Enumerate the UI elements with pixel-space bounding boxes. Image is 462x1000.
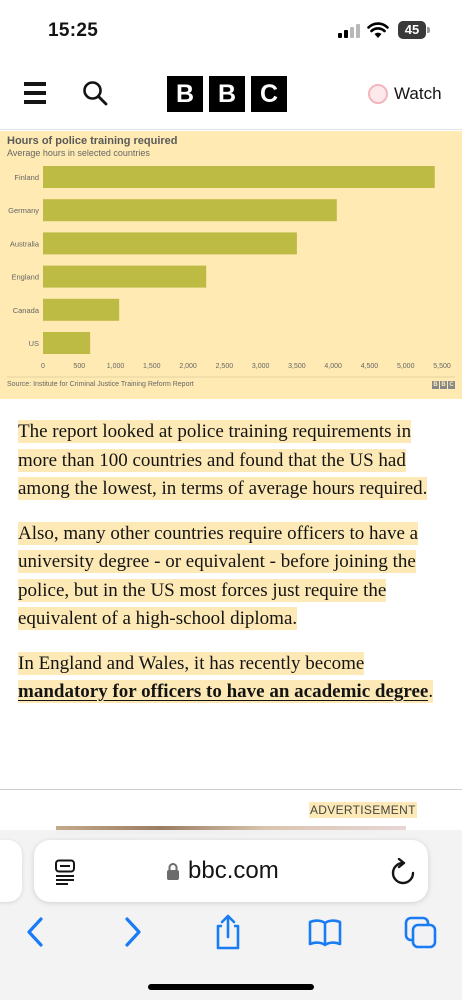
academic-degree-link[interactable]: mandatory for officers to have an academ… bbox=[18, 680, 429, 703]
training-hours-chart: Finland Germany Australia England Canada US 0 5… bbox=[0, 131, 462, 399]
x-tick-label: 1,500 bbox=[143, 363, 161, 370]
cellular-signal-icon bbox=[338, 24, 360, 38]
hamburger-menu-icon[interactable] bbox=[24, 82, 48, 104]
category-label: England bbox=[11, 273, 39, 282]
paragraph-text-prefix: In England and Wales, it has recently be… bbox=[18, 651, 365, 675]
chart-subtitle: Average hours in selected countries bbox=[7, 148, 150, 158]
wifi-icon bbox=[367, 22, 389, 38]
article-paragraph: Also, many other countries require offic… bbox=[18, 520, 448, 634]
chart-canvas: Finland Germany Australia England Canada US 0 5… bbox=[7, 166, 455, 378]
status-time: 15:25 bbox=[48, 20, 99, 41]
live-dot-icon bbox=[368, 84, 388, 104]
section-divider bbox=[0, 789, 462, 790]
bar-australia bbox=[43, 232, 297, 255]
article-body: The report looked at police training req… bbox=[18, 418, 448, 723]
chart-brand-letter: B bbox=[432, 381, 439, 389]
advertisement-label: ADVERTISEMENT bbox=[309, 802, 417, 818]
x-tick-label: 2,000 bbox=[179, 363, 197, 370]
bar-canada bbox=[43, 298, 120, 321]
share-icon[interactable] bbox=[211, 914, 245, 950]
chart-brand-letter: B bbox=[440, 381, 447, 389]
forward-icon[interactable] bbox=[116, 914, 150, 950]
logo-letter: B bbox=[167, 76, 203, 112]
category-label: Australia bbox=[10, 239, 40, 248]
x-tick-label: 4,000 bbox=[324, 363, 342, 370]
chart-brand-letter: C bbox=[448, 381, 455, 389]
battery-level: 45 bbox=[398, 21, 426, 39]
paragraph-text-suffix: . bbox=[428, 680, 434, 703]
logo-letter: C bbox=[251, 76, 287, 112]
x-tick-label: 4,500 bbox=[361, 363, 379, 370]
x-tick-label: 5,000 bbox=[397, 363, 415, 370]
back-icon[interactable] bbox=[18, 914, 52, 950]
chart-source: Source: Institute for Criminal Justice T… bbox=[7, 381, 194, 388]
article-paragraph: The report looked at police training req… bbox=[18, 418, 448, 504]
battery-icon: 45 bbox=[398, 21, 430, 39]
bar-england bbox=[43, 265, 207, 288]
x-tick-label: 3,500 bbox=[288, 363, 306, 370]
logo-letter: B bbox=[209, 76, 245, 112]
tabs-icon[interactable] bbox=[404, 914, 438, 950]
chart-bbc-logo: B B C bbox=[432, 381, 455, 389]
x-tick-label: 500 bbox=[73, 363, 85, 370]
x-tick-label: 3,000 bbox=[252, 363, 270, 370]
paragraph-text: Also, many other countries require offic… bbox=[18, 521, 419, 630]
lock-icon bbox=[167, 863, 179, 880]
bbc-logo[interactable]: B B C bbox=[167, 76, 287, 112]
bar-germany bbox=[43, 199, 337, 222]
watch-button[interactable]: Watch bbox=[368, 82, 442, 106]
address-bar[interactable]: bbc.com bbox=[34, 840, 428, 902]
watch-label: Watch bbox=[394, 84, 442, 103]
x-tick-label: 2,500 bbox=[216, 363, 234, 370]
chart-title: Hours of police training required bbox=[7, 135, 178, 147]
bar-finland bbox=[43, 166, 435, 188]
x-tick-label: 1,000 bbox=[107, 363, 125, 370]
url-text[interactable]: bbc.com bbox=[188, 857, 279, 884]
previous-tab-preview[interactable] bbox=[0, 840, 22, 902]
reload-icon[interactable] bbox=[390, 858, 416, 886]
site-header: B B C Watch bbox=[0, 62, 462, 130]
category-label: Finland bbox=[14, 173, 39, 182]
home-indicator bbox=[148, 984, 314, 990]
article-paragraph: In England and Wales, it has recently be… bbox=[18, 650, 448, 707]
search-icon[interactable] bbox=[82, 80, 108, 106]
x-tick-label: 0 bbox=[41, 363, 45, 370]
reader-mode-icon[interactable] bbox=[54, 859, 76, 885]
x-tick-label: 5,500 bbox=[433, 363, 451, 370]
bookmarks-icon[interactable] bbox=[308, 914, 342, 950]
bar-us bbox=[43, 332, 91, 354]
browser-bottom-bar: bbc.com bbox=[0, 830, 462, 1000]
category-label: Canada bbox=[13, 306, 40, 315]
status-bar: 15:25 45 bbox=[0, 0, 462, 62]
category-label: US bbox=[29, 339, 39, 348]
category-label: Germany bbox=[8, 206, 39, 215]
paragraph-text: The report looked at police training req… bbox=[18, 420, 428, 500]
